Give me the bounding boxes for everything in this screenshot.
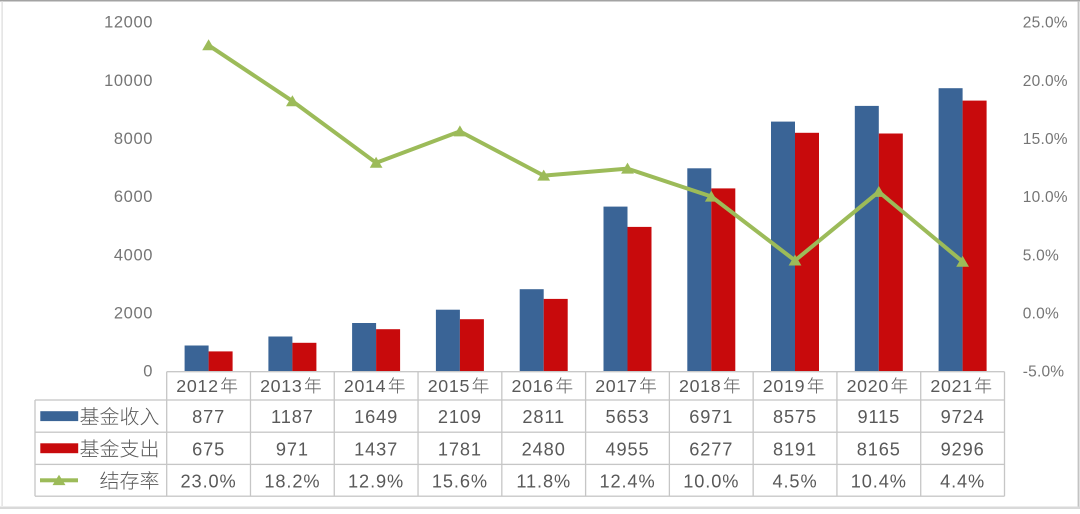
- svg-text:2017: 2017: [595, 376, 637, 396]
- svg-text:1649: 1649: [354, 407, 398, 427]
- svg-text:18.2%: 18.2%: [264, 471, 320, 491]
- svg-text:2016: 2016: [512, 376, 554, 396]
- svg-text:0: 0: [143, 363, 153, 381]
- svg-text:0.0%: 0.0%: [1023, 305, 1059, 322]
- svg-text:4000: 4000: [114, 246, 153, 264]
- svg-text:5653: 5653: [605, 407, 649, 427]
- svg-text:1781: 1781: [438, 439, 482, 459]
- svg-text:877: 877: [192, 407, 225, 427]
- svg-text:2014: 2014: [344, 376, 386, 396]
- svg-text:2019: 2019: [763, 376, 805, 396]
- svg-text:1187: 1187: [271, 407, 314, 427]
- svg-text:2811: 2811: [522, 407, 565, 427]
- svg-text:9724: 9724: [941, 407, 985, 427]
- svg-text:11.8%: 11.8%: [516, 471, 571, 491]
- svg-text:20.0%: 20.0%: [1023, 73, 1068, 90]
- svg-text:2013: 2013: [260, 376, 302, 396]
- svg-text:971: 971: [276, 439, 309, 459]
- svg-text:8575: 8575: [773, 407, 817, 427]
- svg-text:2020: 2020: [847, 376, 889, 396]
- svg-text:15.6%: 15.6%: [432, 471, 488, 491]
- svg-text:2021: 2021: [930, 376, 972, 396]
- svg-text:8000: 8000: [114, 130, 153, 148]
- svg-text:2480: 2480: [522, 439, 566, 459]
- svg-text:1437: 1437: [354, 439, 398, 459]
- svg-text:12000: 12000: [104, 14, 153, 32]
- svg-text:15.0%: 15.0%: [1023, 131, 1068, 148]
- svg-text:-5.0%: -5.0%: [1023, 364, 1065, 381]
- svg-text:4.4%: 4.4%: [940, 471, 985, 491]
- svg-text:675: 675: [192, 439, 225, 459]
- svg-text:9115: 9115: [857, 407, 900, 427]
- svg-text:2109: 2109: [438, 407, 482, 427]
- svg-text:12.4%: 12.4%: [599, 471, 655, 491]
- svg-text:2018: 2018: [679, 376, 721, 396]
- svg-text:23.0%: 23.0%: [181, 471, 237, 491]
- svg-text:10.0%: 10.0%: [1023, 189, 1068, 206]
- svg-text:10.0%: 10.0%: [683, 471, 739, 491]
- svg-text:10000: 10000: [104, 72, 153, 90]
- svg-text:6277: 6277: [689, 439, 733, 459]
- svg-text:2015: 2015: [428, 376, 470, 396]
- svg-text:8191: 8191: [773, 439, 817, 459]
- svg-text:5.0%: 5.0%: [1023, 247, 1059, 264]
- svg-text:2000: 2000: [114, 304, 153, 322]
- svg-text:4.5%: 4.5%: [772, 471, 817, 491]
- svg-text:4955: 4955: [605, 439, 649, 459]
- svg-text:6971: 6971: [689, 407, 733, 427]
- svg-text:8165: 8165: [857, 439, 901, 459]
- svg-text:10.4%: 10.4%: [851, 471, 907, 491]
- svg-text:9296: 9296: [941, 439, 985, 459]
- svg-text:2012: 2012: [176, 376, 218, 396]
- svg-text:6000: 6000: [114, 188, 153, 206]
- svg-text:25.0%: 25.0%: [1023, 15, 1068, 32]
- svg-text:12.9%: 12.9%: [348, 471, 404, 491]
